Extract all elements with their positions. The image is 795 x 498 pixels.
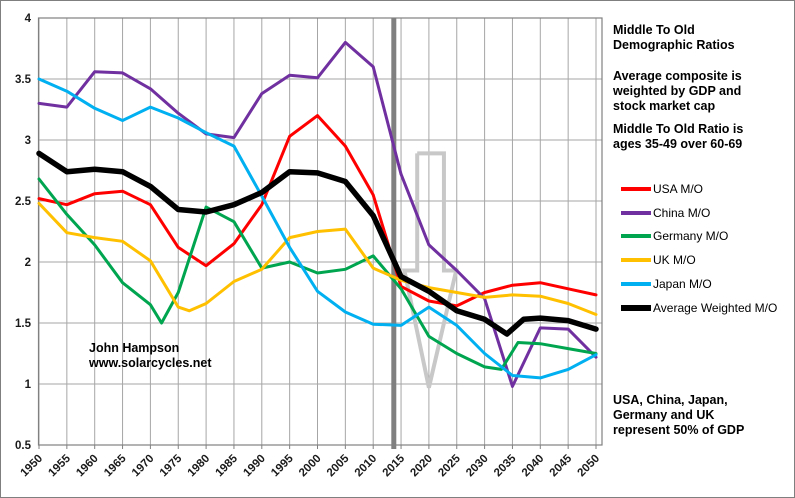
svg-text:0.5: 0.5 — [15, 440, 32, 452]
legend-label: Japan M/O — [653, 277, 712, 292]
down-arrow-annotation — [401, 151, 459, 389]
svg-text:3.5: 3.5 — [15, 74, 32, 86]
svg-text:1990: 1990 — [241, 453, 268, 480]
legend-item-china: China M/O — [621, 201, 793, 225]
svg-text:1.5: 1.5 — [15, 318, 32, 330]
legend-label: USA M/O — [653, 181, 704, 196]
svg-text:1960: 1960 — [74, 453, 101, 480]
legend-item-japan: Japan M/O — [621, 272, 793, 296]
svg-text:1975: 1975 — [158, 452, 185, 479]
svg-text:1965: 1965 — [102, 452, 129, 479]
svg-text:1970: 1970 — [130, 453, 157, 480]
series-average-weighted-m-o — [36, 150, 599, 337]
svg-text:1950: 1950 — [19, 453, 46, 480]
average-line-swatch — [621, 304, 651, 311]
legend-item-usa: USA M/O — [621, 177, 793, 201]
svg-text:1955: 1955 — [46, 452, 73, 479]
svg-text:2005: 2005 — [325, 452, 352, 479]
svg-text:2035: 2035 — [492, 452, 519, 479]
svg-text:2010: 2010 — [353, 453, 380, 480]
legend: USA M/O China M/O Germany M/O UK M/O Jap… — [621, 177, 793, 320]
composite-note: Average composite is weighted by GDP and… — [613, 69, 742, 113]
svg-text:1995: 1995 — [269, 452, 296, 479]
legend-label: UK M/O — [653, 253, 696, 268]
svg-text:2040: 2040 — [520, 453, 547, 480]
author-watermark: John Hampson www.solarcycles.net — [89, 341, 212, 370]
svg-text:2: 2 — [25, 257, 31, 269]
usa-line-swatch — [621, 186, 651, 191]
legend-label: Average Weighted M/O — [653, 300, 778, 315]
uk-line-swatch — [621, 258, 651, 263]
china-line-swatch — [621, 210, 651, 215]
gdp-coverage-note: USA, China, Japan, Germany and UK repres… — [613, 393, 745, 437]
svg-text:2030: 2030 — [464, 453, 491, 480]
chart-title: Middle To Old Demographic Ratios — [613, 23, 735, 52]
svg-text:2015: 2015 — [381, 452, 408, 479]
series-usa-m-o — [37, 114, 598, 308]
legend-label: China M/O — [653, 205, 711, 220]
series-japan-m-o — [37, 77, 598, 380]
legend-item-germany: Germany M/O — [621, 225, 793, 249]
series-germany-m-o — [37, 177, 598, 371]
svg-text:1985: 1985 — [213, 452, 240, 479]
germany-line-swatch — [621, 234, 651, 239]
svg-text:1: 1 — [25, 379, 32, 391]
japan-line-swatch — [621, 282, 651, 287]
ratio-definition-note: Middle To Old Ratio is ages 35-49 over 6… — [613, 122, 744, 151]
svg-text:1980: 1980 — [186, 453, 213, 480]
svg-text:2025: 2025 — [436, 452, 463, 479]
svg-text:3: 3 — [25, 135, 31, 147]
legend-label: Germany M/O — [653, 229, 729, 244]
svg-text:2.5: 2.5 — [15, 196, 32, 208]
svg-text:2020: 2020 — [408, 453, 435, 480]
legend-item-uk: UK M/O — [621, 248, 793, 272]
series-uk-m-o — [37, 201, 598, 316]
svg-text:2000: 2000 — [297, 453, 324, 480]
svg-text:2045: 2045 — [548, 452, 575, 479]
svg-text:4: 4 — [25, 13, 32, 25]
svg-text:2050: 2050 — [576, 453, 603, 480]
series-china-m-o — [37, 40, 598, 388]
legend-item-average: Average Weighted M/O — [621, 296, 793, 320]
